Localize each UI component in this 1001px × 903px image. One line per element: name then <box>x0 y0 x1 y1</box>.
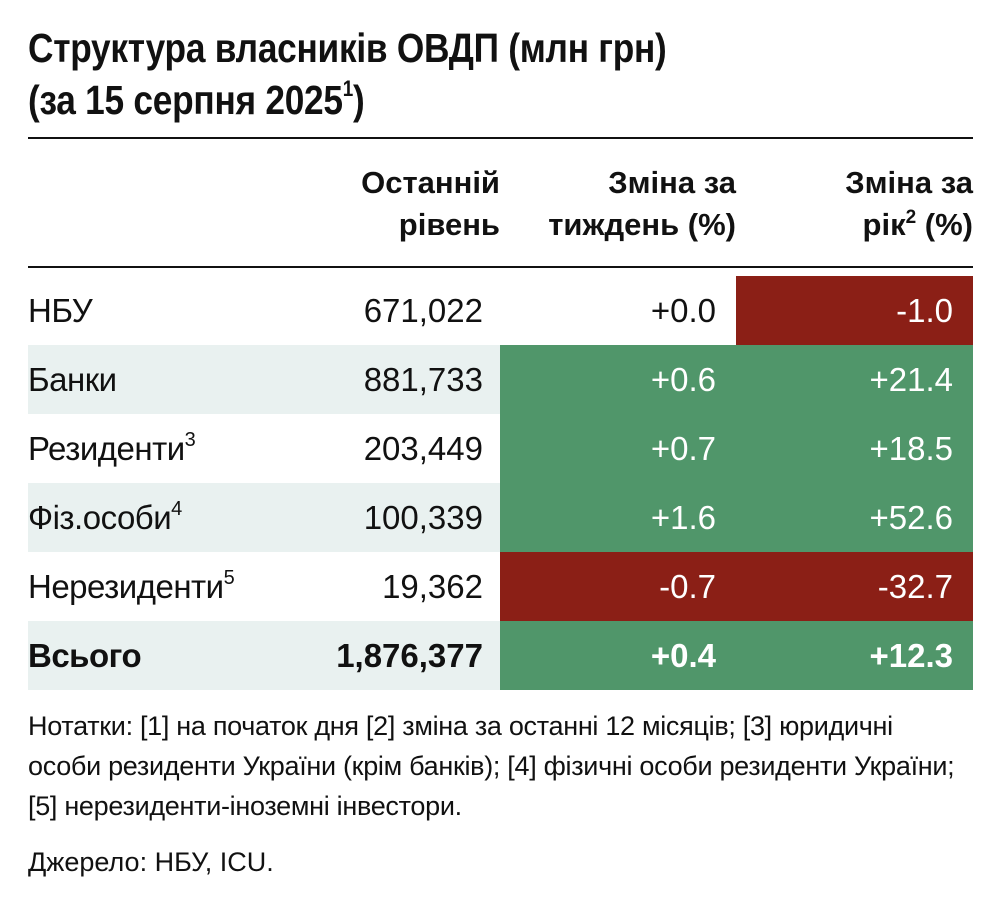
level-value: 671,022 <box>363 292 483 329</box>
title-line-2-text: (за 15 серпня 2025 <box>28 77 343 123</box>
row-label: Всього <box>28 621 142 690</box>
header-level-line-2: рівень <box>398 207 500 242</box>
notes: Нотатки: [1] на початок дня [2] зміна за… <box>28 711 955 821</box>
level-value: 100,339 <box>363 499 483 536</box>
header-level: Останній рівень <box>240 162 500 246</box>
table-row: Всього 1,876,377 +0.4 +12.3 <box>28 621 973 690</box>
header-year-line-2: рік2 (%) <box>713 204 973 246</box>
table-row: Банки 881,733 +0.6 +21.4 <box>28 345 973 414</box>
week-change-value: -0.7 <box>500 552 736 621</box>
table-row: Фіз.особи4 100,339 +1.6 +52.6 <box>28 483 973 552</box>
header-rule <box>28 266 973 268</box>
year-change-value: +18.5 <box>736 414 973 483</box>
row-label-text: Всього <box>28 637 142 674</box>
title-line-2: (за 15 серпня 20251) <box>28 74 845 126</box>
row-label-text: Нерезиденти <box>28 568 224 605</box>
level-value: 1,876,377 <box>336 637 483 674</box>
title-close-paren: ) <box>353 77 365 123</box>
week-change-value: +0.6 <box>500 345 736 414</box>
level-value: 19,362 <box>382 568 483 605</box>
header-year-unit: (%) <box>916 207 973 242</box>
level-value: 203,449 <box>363 430 483 467</box>
year-change-value: +21.4 <box>736 345 973 414</box>
row-label: Резиденти3 <box>28 414 196 483</box>
week-change-value: +0.0 <box>650 292 716 329</box>
header-year-footnote-mark: 2 <box>905 207 917 228</box>
year-change-value: -32.7 <box>736 552 973 621</box>
title-footnote-mark: 1 <box>342 76 354 101</box>
week-change-value: +1.6 <box>500 483 736 552</box>
header-year: Зміна за рік2 (%) <box>713 162 973 246</box>
table-row: НБУ 671,022 +0.0 -1.0 <box>28 276 973 345</box>
year-change-value: -1.0 <box>736 276 973 345</box>
row-label-footnote-mark: 5 <box>223 567 235 589</box>
row-label-footnote-mark: 4 <box>171 498 182 520</box>
header-week-line-2: тиждень (%) <box>548 207 736 242</box>
row-label: Банки <box>28 345 117 414</box>
row-label: Нерезиденти5 <box>28 552 235 621</box>
table-row: Нерезиденти5 19,362 -0.7 -32.7 <box>28 552 973 621</box>
row-label: Фіз.особи4 <box>28 483 182 552</box>
row-label-text: Банки <box>28 361 117 398</box>
header-year-line-1: Зміна за <box>845 165 973 200</box>
year-change-value: +52.6 <box>736 483 973 552</box>
row-label-footnote-mark: 3 <box>184 429 196 451</box>
table-row: Резиденти3 203,449 +0.7 +18.5 <box>28 414 973 483</box>
row-label-text: Фіз.особи <box>28 499 172 536</box>
row-label: НБУ <box>28 276 93 345</box>
row-label-text: Резиденти <box>28 430 185 467</box>
header-week: Зміна за тиждень (%) <box>476 162 736 246</box>
top-rule <box>28 137 973 139</box>
header-level-line-1: Останній <box>361 165 500 200</box>
year-change-value: +12.3 <box>736 621 973 690</box>
header-year-text: рік <box>862 207 906 242</box>
title-line-1: Структура власників ОВДП (млн грн) <box>28 25 667 71</box>
level-value: 881,733 <box>363 361 483 398</box>
row-label-text: НБУ <box>28 292 93 329</box>
source: Джерело: НБУ, ICU. <box>28 847 274 877</box>
header-week-line-1: Зміна за <box>608 165 736 200</box>
week-change-value: +0.7 <box>500 414 736 483</box>
week-change-value: +0.4 <box>500 621 736 690</box>
chart-title: Структура власників ОВДП (млн грн) (за 1… <box>28 22 845 126</box>
